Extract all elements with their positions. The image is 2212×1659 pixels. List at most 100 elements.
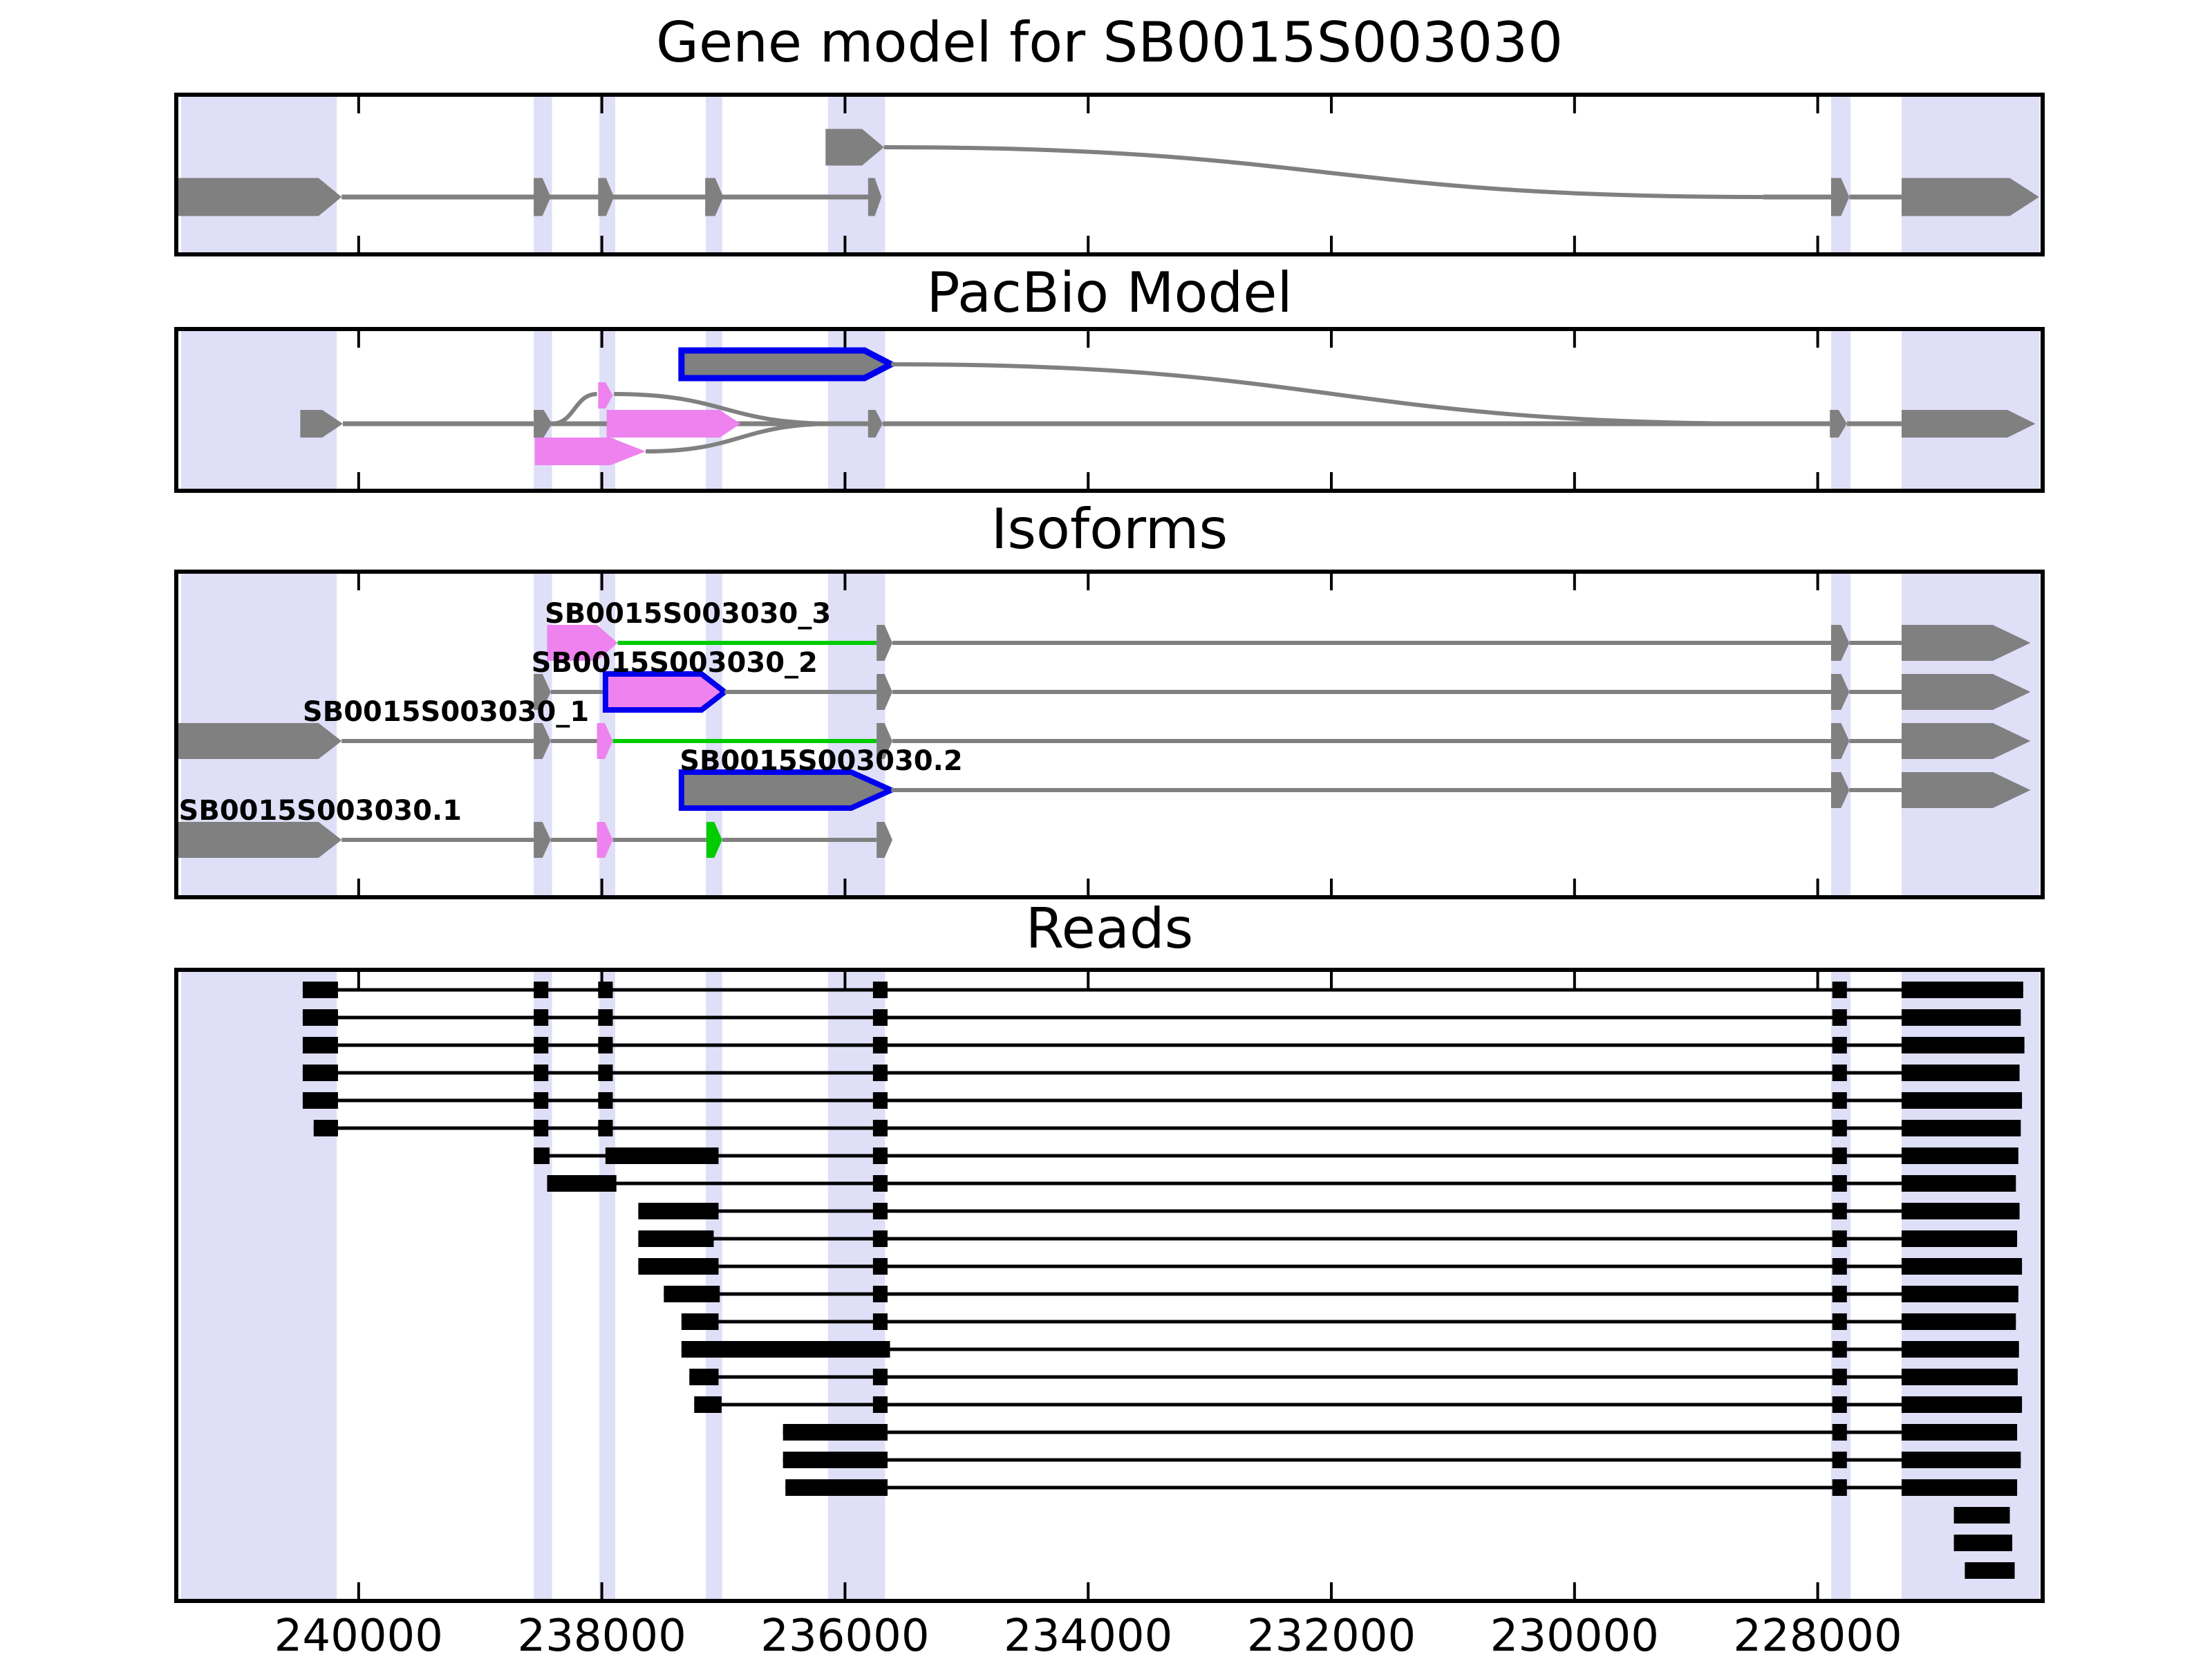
tick-mark — [1087, 572, 1090, 590]
x-tick-label: 228000 — [1733, 1611, 1902, 1659]
read-exon — [1901, 1313, 2016, 1330]
exon-arrow — [300, 410, 343, 438]
highlight-band — [1830, 95, 1851, 254]
read-row — [313, 1120, 2021, 1136]
x-tick-label: 238000 — [517, 1611, 686, 1659]
tick-mark — [1330, 472, 1333, 491]
exon — [1830, 178, 1850, 216]
read-exon — [534, 982, 549, 998]
highlight-band — [1901, 970, 2040, 1601]
tick-mark — [357, 1582, 360, 1601]
tick-mark — [1816, 572, 1819, 590]
tick-mark — [357, 879, 360, 897]
read-exon — [1953, 1507, 2010, 1524]
read-exon — [1832, 1424, 1847, 1441]
read-row — [664, 1286, 2018, 1302]
read-exon — [1832, 1203, 1847, 1219]
tick-mark — [1816, 879, 1819, 897]
read-row — [785, 1479, 2018, 1496]
tick-mark — [600, 472, 603, 491]
read-exon — [598, 1009, 613, 1026]
tick-mark — [843, 970, 847, 988]
read-exon — [1901, 1065, 2020, 1081]
tick-mark — [1573, 329, 1576, 348]
highlight-band — [706, 970, 722, 1601]
read-exon — [872, 1065, 888, 1081]
read-exon — [534, 1065, 549, 1081]
isoform-label: SB0015S003030.1 — [178, 795, 462, 827]
read-exon — [1832, 1313, 1847, 1330]
read-exon — [605, 1147, 719, 1164]
read-exon — [1832, 1396, 1847, 1413]
exon — [868, 178, 882, 216]
tick-mark — [1573, 970, 1576, 988]
tick-mark — [1816, 329, 1819, 348]
read-exon — [1901, 1341, 2019, 1358]
tick-mark — [1330, 95, 1333, 113]
read-exon — [872, 1037, 888, 1053]
read-exon — [1901, 1424, 2018, 1441]
exon — [1830, 772, 1850, 808]
read-row — [302, 1037, 2025, 1053]
read-row — [782, 1452, 2021, 1468]
exon — [706, 822, 722, 858]
highlight-band — [599, 970, 615, 1601]
panel-pacbio-model — [174, 327, 2045, 493]
read-exon — [1832, 1147, 1847, 1164]
tick-mark — [357, 236, 360, 254]
title-gene-model: Gene model for SB0015S003030 — [656, 10, 1563, 75]
read-exon — [1832, 1120, 1847, 1136]
panel-border — [174, 968, 2045, 1603]
read-exon — [638, 1258, 719, 1275]
read-exon — [872, 1009, 888, 1026]
read-exon — [598, 982, 613, 998]
exon-arrow — [176, 178, 342, 216]
read-exon — [534, 1147, 550, 1164]
read-exon — [598, 1037, 613, 1053]
read-exon — [1901, 1479, 2018, 1496]
read-exon — [1832, 1369, 1847, 1385]
read-row — [681, 1313, 2016, 1330]
x-tick-label: 230000 — [1490, 1611, 1659, 1659]
splice-curve — [552, 392, 597, 426]
read-exon — [1965, 1562, 2015, 1579]
splice-curve — [645, 422, 836, 453]
read-exon — [302, 1037, 338, 1053]
read-row — [302, 1092, 2023, 1109]
exon-arrow — [1901, 178, 2039, 216]
tick-mark — [600, 236, 603, 254]
x-tick-label: 234000 — [1004, 1611, 1172, 1659]
read-exon — [1901, 1203, 2020, 1219]
tick-mark — [1573, 236, 1576, 254]
exon — [534, 410, 552, 438]
read-exon — [664, 1286, 720, 1302]
read-exon — [1901, 982, 2023, 998]
exon — [877, 674, 893, 710]
tick-mark — [1330, 236, 1333, 254]
tick-mark — [843, 1582, 847, 1601]
tick-mark — [1087, 329, 1090, 348]
read-row — [782, 1424, 2018, 1441]
title-reads: Reads — [1025, 897, 1194, 961]
read-exon — [872, 1230, 888, 1247]
read-exon — [785, 1479, 888, 1496]
read-exon — [1901, 1258, 2023, 1275]
highlight-band — [706, 95, 722, 254]
read-exon — [872, 1396, 888, 1413]
read-row — [638, 1230, 2018, 1247]
read-row — [547, 1175, 2016, 1192]
read-exon — [872, 1369, 888, 1385]
read-exon — [782, 1452, 888, 1468]
read-row — [302, 982, 2023, 998]
tick-mark — [843, 472, 847, 491]
read-row — [638, 1203, 2020, 1219]
splice-curve — [891, 362, 1776, 426]
splice-curve — [883, 145, 1763, 199]
read-exon — [1832, 1175, 1847, 1192]
read-exon — [1901, 1092, 2023, 1109]
panel-gene-model — [174, 93, 2045, 256]
read-exon — [1901, 1147, 2018, 1164]
read-row — [638, 1258, 2023, 1275]
read-exon — [1901, 1369, 2018, 1385]
